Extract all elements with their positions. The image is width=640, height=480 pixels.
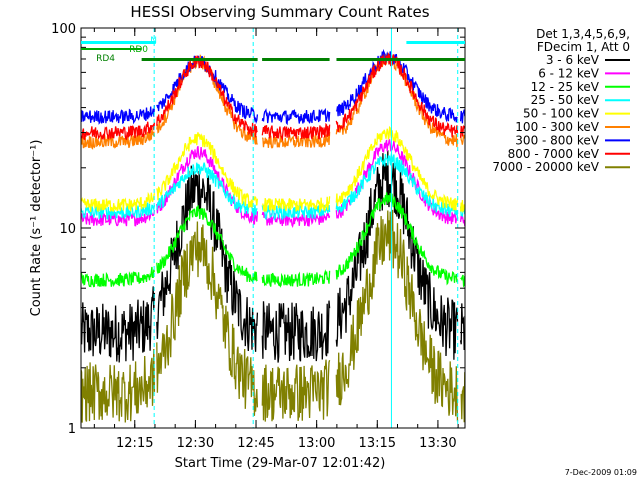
legend-entry-label: 300 - 800 keV bbox=[515, 133, 599, 147]
flag-label-rd0: RD0 bbox=[129, 45, 148, 55]
series-line-2 bbox=[81, 138, 465, 228]
flag-bar-rd0 bbox=[81, 48, 142, 50]
x-tick-label: 13:15 bbox=[359, 436, 396, 451]
series-line-5 bbox=[81, 125, 465, 214]
x-tick-label: 13:30 bbox=[419, 436, 456, 451]
y-tick-label: 10 bbox=[59, 222, 76, 237]
y-tick-label: 1 bbox=[68, 422, 76, 437]
flag-label-n: N bbox=[150, 36, 157, 46]
series-line-9 bbox=[81, 209, 465, 423]
legend: Det 1,3,4,5,6,9,FDecim 1, Att 03 - 6 keV… bbox=[492, 27, 630, 174]
legend-entry-label: 800 - 7000 keV bbox=[508, 147, 600, 161]
legend-header: FDecim 1, Att 0 bbox=[537, 40, 630, 54]
y-tick-label: 100 bbox=[51, 22, 76, 37]
legend-entry-label: 25 - 50 keV bbox=[531, 93, 600, 107]
x-axis-label: Start Time (29-Mar-07 12:01:42) bbox=[175, 456, 386, 471]
chart-title: HESSI Observing Summary Count Rates bbox=[130, 3, 429, 21]
flag-bar-rd4 bbox=[141, 58, 258, 61]
legend-entry-label: 100 - 300 keV bbox=[515, 120, 599, 134]
y-axis-label: Count Rate (s⁻¹ detector⁻¹) bbox=[29, 140, 44, 317]
footer-timestamp: 7-Dec-2009 01:09 bbox=[565, 468, 637, 477]
x-tick-label: 12:15 bbox=[116, 436, 153, 451]
series-line-8 bbox=[81, 53, 465, 142]
series-line-7 bbox=[81, 48, 465, 126]
flag-bar-n bbox=[81, 41, 156, 44]
legend-entry-label: 50 - 100 keV bbox=[523, 107, 600, 121]
flag-bar-rd4 bbox=[336, 58, 465, 61]
flag-label-rd4: RD4 bbox=[96, 54, 115, 64]
legend-entry-label: 12 - 25 keV bbox=[531, 80, 600, 94]
series-line-1 bbox=[81, 150, 465, 363]
legend-entry-label: 6 - 12 keV bbox=[538, 66, 600, 80]
flag-bar-rd4 bbox=[262, 58, 330, 61]
flag-bar-n bbox=[406, 41, 465, 44]
legend-header: Det 1,3,4,5,6,9, bbox=[536, 27, 630, 41]
x-tick-label: 12:45 bbox=[237, 436, 274, 451]
legend-entry-label: 7000 - 20000 keV bbox=[492, 160, 599, 174]
series-line-3 bbox=[81, 192, 465, 288]
x-tick-label: 12:30 bbox=[177, 436, 214, 451]
x-tick-label: 13:00 bbox=[298, 436, 335, 451]
legend-entry-label: 3 - 6 keV bbox=[546, 53, 600, 67]
